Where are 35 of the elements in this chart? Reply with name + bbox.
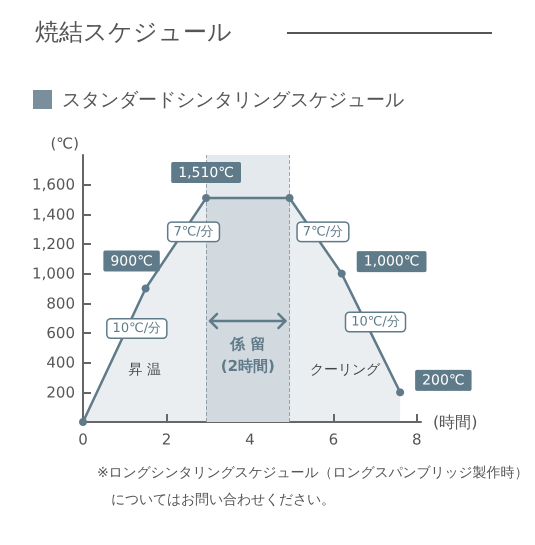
data-label: 200℃ (422, 372, 465, 388)
x-tick-label: 0 (78, 430, 88, 448)
chart-title: 焼結スケジュール (35, 17, 232, 48)
point (286, 194, 294, 202)
annotation: 10℃/分 (112, 321, 162, 336)
point (338, 270, 346, 278)
y-axis-title: (℃) (50, 134, 79, 152)
point (142, 284, 150, 292)
x-tick-label: 2 (162, 430, 172, 448)
y-tick-label: 600 (46, 324, 75, 342)
y-tick-label: 1,200 (32, 235, 75, 253)
text: ※ロングシンタリングスケジュール（ロングスパンブリッジ製作時）についてはお問い合わせください。 (97, 464, 530, 510)
point (79, 418, 87, 426)
annotation: 10℃/分 (351, 314, 400, 330)
y-tick-label: 200 (46, 383, 75, 402)
data-label: 1,510℃ (178, 165, 234, 182)
y-tick-label: 1,600 (32, 176, 75, 194)
y-tick-label: 1,400 (32, 205, 75, 224)
annotation: クーリング (310, 362, 381, 378)
x-tick-label: 6 (328, 430, 338, 448)
data-label: 1,000℃ (364, 254, 420, 270)
chart-subtitle: スタンダードシンタリングスケジュール (62, 88, 404, 113)
annotation: 7℃/分 (173, 224, 214, 240)
band-label: 係 留 (2時間) (220, 335, 275, 375)
point (202, 194, 210, 202)
x-axis-title: (時間) (433, 412, 478, 432)
data-label: 900℃ (110, 254, 153, 270)
y-tick-label: 800 (46, 294, 75, 312)
point (396, 388, 404, 396)
y-tick-label: 1,000 (32, 264, 75, 283)
x-tick-label: 8 (412, 430, 422, 448)
x-tick-label: 4 (245, 430, 255, 448)
y-tick-label: 400 (46, 354, 75, 372)
annotation: 7℃/分 (302, 224, 344, 240)
annotation: 昇 温 (128, 362, 161, 378)
